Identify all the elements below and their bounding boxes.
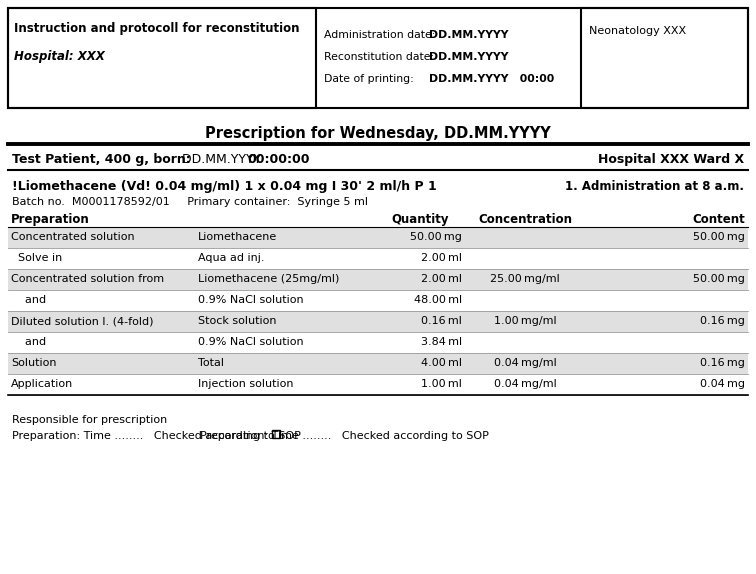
Text: Preparation: Time ........   Checked according to SOP: Preparation: Time ........ Checked accor… <box>12 431 305 441</box>
Text: 1.00 ml: 1.00 ml <box>421 379 462 389</box>
Text: 50.00 mg: 50.00 mg <box>693 274 745 284</box>
Text: Aqua ad inj.: Aqua ad inj. <box>198 253 265 263</box>
Text: 1.00 mg/ml: 1.00 mg/ml <box>494 316 556 326</box>
Text: Responsible for prescription: Responsible for prescription <box>12 415 167 425</box>
Text: Quantity: Quantity <box>392 213 449 226</box>
Text: 50.00 mg: 50.00 mg <box>410 232 462 242</box>
Text: 4.00 ml: 4.00 ml <box>421 358 462 368</box>
Text: Administration date:: Administration date: <box>324 30 442 40</box>
Text: Hospital XXX Ward X: Hospital XXX Ward X <box>598 153 744 166</box>
Text: 25.00 mg/ml: 25.00 mg/ml <box>490 274 560 284</box>
Bar <box>8 269 748 290</box>
Text: Concentrated solution: Concentrated solution <box>11 232 135 242</box>
Text: Total: Total <box>198 358 224 368</box>
Bar <box>8 227 748 248</box>
Text: Stock solution: Stock solution <box>198 316 277 326</box>
Text: 00:00:00: 00:00:00 <box>247 153 309 166</box>
Text: Liomethacene: Liomethacene <box>198 232 277 242</box>
Text: !Liomethacene (Vd! 0.04 mg/ml) 1 x 0.04 mg I 30' 2 ml/h P 1: !Liomethacene (Vd! 0.04 mg/ml) 1 x 0.04 … <box>12 180 437 193</box>
Text: Application: Application <box>11 379 73 389</box>
Text: Test Patient, 400 g, born:: Test Patient, 400 g, born: <box>12 153 195 166</box>
Bar <box>8 353 748 374</box>
Text: DD.MM.YYYY: DD.MM.YYYY <box>182 153 265 166</box>
Bar <box>272 430 280 438</box>
Bar <box>8 8 748 108</box>
Text: Reconstitution date:: Reconstitution date: <box>324 52 441 62</box>
Text: 2.00 ml: 2.00 ml <box>421 253 462 263</box>
Text: Concentrated solution from: Concentrated solution from <box>11 274 164 284</box>
Text: 2.00 ml: 2.00 ml <box>421 274 462 284</box>
Text: Solution: Solution <box>11 358 57 368</box>
Text: Diluted solution l. (4-fold): Diluted solution l. (4-fold) <box>11 316 153 326</box>
Text: and: and <box>11 337 46 347</box>
Text: Neonatology XXX: Neonatology XXX <box>589 26 686 36</box>
Text: Prescription for Wednesday, DD.MM.YYYY: Prescription for Wednesday, DD.MM.YYYY <box>205 126 551 141</box>
Text: Hospital: XXX: Hospital: XXX <box>14 50 105 63</box>
Text: Liomethacene (25mg/ml): Liomethacene (25mg/ml) <box>198 274 339 284</box>
Text: DD.MM.YYYY   00:00: DD.MM.YYYY 00:00 <box>429 74 554 84</box>
Text: and: and <box>11 295 46 305</box>
Text: Preparation: Preparation <box>11 213 90 226</box>
Text: Solve in: Solve in <box>11 253 62 263</box>
Text: DD.MM.YYYY: DD.MM.YYYY <box>429 30 509 40</box>
Text: 0.9% NaCl solution: 0.9% NaCl solution <box>198 295 304 305</box>
Text: 0.04 mg: 0.04 mg <box>700 379 745 389</box>
Text: DD.MM.YYYY: DD.MM.YYYY <box>429 52 509 62</box>
Text: Batch no.  M0001178592/01     Primary container:  Syringe 5 ml: Batch no. M0001178592/01 Primary contain… <box>12 197 368 207</box>
Text: Date of printing:: Date of printing: <box>324 74 431 84</box>
Text: 0.16 ml: 0.16 ml <box>421 316 462 326</box>
Text: Concentration: Concentration <box>478 213 572 226</box>
Text: 1. Administration at 8 a.m.: 1. Administration at 8 a.m. <box>565 180 744 193</box>
Bar <box>8 311 748 332</box>
Text: Injection solution: Injection solution <box>198 379 293 389</box>
Text: 3.84 ml: 3.84 ml <box>421 337 462 347</box>
Text: Instruction and protocoll for reconstitution: Instruction and protocoll for reconstitu… <box>14 22 299 35</box>
Text: Content: Content <box>692 213 745 226</box>
Bar <box>581 8 748 108</box>
Text: 0.04 mg/ml: 0.04 mg/ml <box>494 379 556 389</box>
Text: 0.16 mg: 0.16 mg <box>700 358 745 368</box>
Bar <box>8 8 316 108</box>
Text: 0.04 mg/ml: 0.04 mg/ml <box>494 358 556 368</box>
Text: 0.16 mg: 0.16 mg <box>700 316 745 326</box>
Text: 48.00 ml: 48.00 ml <box>414 295 462 305</box>
Text: 0.9% NaCl solution: 0.9% NaCl solution <box>198 337 304 347</box>
Text: Preparation: Time ........   Checked according to SOP: Preparation: Time ........ Checked accor… <box>200 431 492 441</box>
Text: 50.00 mg: 50.00 mg <box>693 232 745 242</box>
